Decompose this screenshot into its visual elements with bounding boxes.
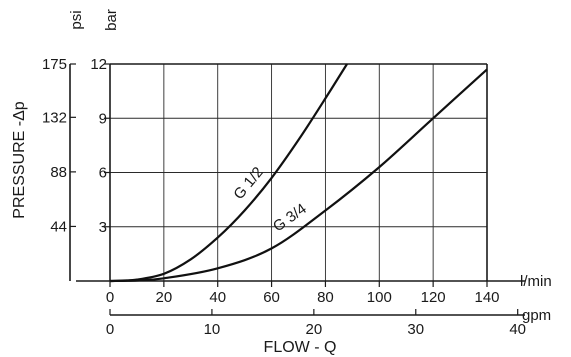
series-line-0: [109, 63, 348, 283]
gpm-tick-label-0: 0: [106, 321, 114, 338]
lmin-tick-label-7: 140: [474, 289, 499, 306]
grid: [110, 64, 487, 281]
plot-frame: [76, 63, 525, 282]
gpm-unit-label: gpm: [522, 307, 551, 324]
bar-tick-label-1: 6: [99, 165, 107, 182]
bar-tick-label-3: 12: [90, 56, 107, 73]
lmin-tick-label-6: 120: [421, 289, 446, 306]
lmin-tick-label-3: 60: [263, 289, 280, 306]
lmin-tick-label-4: 80: [317, 289, 334, 306]
psi-tick-label-2: 132: [42, 109, 67, 126]
psi-tick-label-0: 44: [50, 218, 67, 235]
gpm-tick-label-3: 30: [407, 321, 424, 338]
psi-tick-label-3: 175: [42, 56, 67, 73]
x-axis-title: FLOW - Q: [264, 339, 337, 356]
y-axis-title: PRESSURE -Δp: [11, 101, 28, 218]
series-label-0: G 1/2: [230, 164, 266, 203]
psi-unit-label: psi: [68, 10, 85, 29]
bar-tick-label-2: 9: [99, 110, 107, 127]
lmin-tick-label-5: 100: [367, 289, 392, 306]
lmin-tick-label-1: 20: [156, 289, 173, 306]
bar-unit-label: bar: [103, 9, 120, 31]
lmin-tick-label-2: 40: [209, 289, 226, 306]
lmin-unit-label: l/min: [520, 273, 552, 290]
series-line-1: [109, 68, 488, 283]
gpm-tick-label-1: 10: [204, 321, 221, 338]
series-label-1: G 3/4: [270, 200, 310, 235]
lmin-tick-label-0: 0: [106, 289, 114, 306]
bar-tick-label-0: 3: [99, 219, 107, 236]
psi-tick-label-1: 88: [50, 164, 67, 181]
gpm-tick-label-2: 20: [306, 321, 323, 338]
gpm-tick-label-4: 40: [509, 321, 526, 338]
